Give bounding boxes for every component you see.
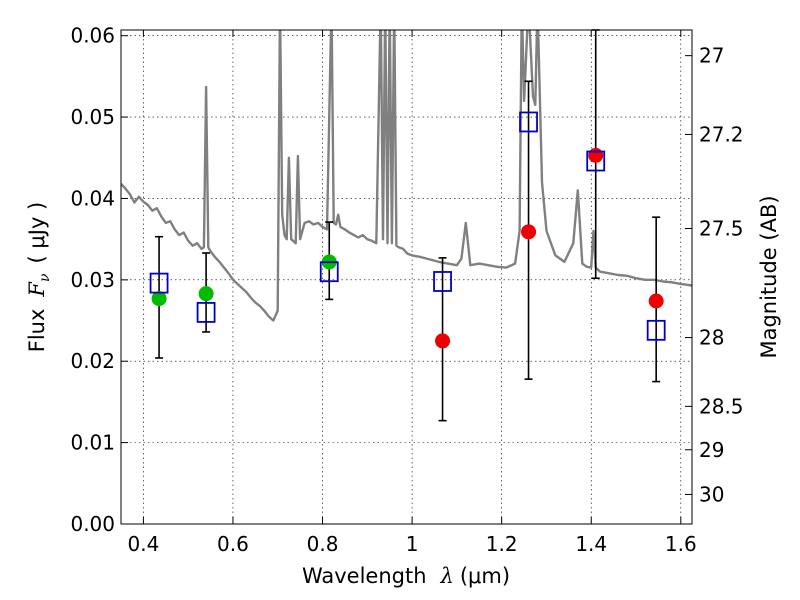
x-tick-label: 1.2 (486, 532, 518, 556)
observed-point (433, 271, 452, 292)
x-tick-label: 1.6 (665, 532, 697, 556)
y2-ticks: 27 27.2 27.5 28 28.5 29 30 (685, 44, 744, 506)
y2-tick-label: 28.5 (699, 394, 744, 418)
y-ticks: 0.00 0.01 0.02 0.03 0.04 0.05 0.06 (70, 24, 128, 536)
observed-point (196, 302, 216, 323)
model-point-green (151, 291, 167, 307)
observed-point (586, 150, 606, 172)
plot-frame (120, 29, 693, 525)
model-point-red (435, 333, 451, 349)
model-point-red (648, 293, 664, 309)
x-tick-label: 0.4 (127, 532, 159, 556)
x-tick-label: 1.4 (575, 532, 607, 556)
y2-tick-label: 27 (699, 44, 724, 68)
x-axis-unit: (μm) (460, 564, 510, 588)
x-ticks: 0.4 0.6 0.8 1 1.2 1.4 1.6 (127, 30, 697, 556)
model-point-green (198, 286, 214, 302)
y2-tick-label: 27.2 (699, 122, 744, 146)
y-tick-label: 0.05 (70, 105, 115, 129)
x-axis-symbol: λ (440, 564, 454, 588)
y2-tick-label: 27.5 (699, 216, 744, 240)
y-axis-label: Flux Fν ( μJy ) (25, 202, 53, 352)
y2-tick-label: 29 (699, 438, 724, 462)
observed-point (149, 272, 169, 294)
x-tick-label: 0.6 (217, 532, 249, 556)
y2-tick-label: 28 (699, 326, 724, 350)
x-axis-label: Wavelength λ (μm) (302, 564, 510, 588)
y-axis-symbol-sub: ν (37, 273, 53, 282)
y-tick-label: 0.00 (70, 512, 115, 536)
y-tick-label: 0.06 (70, 24, 115, 48)
y2-tick-label: 30 (699, 482, 724, 506)
x-axis-label-text: Wavelength (302, 564, 427, 588)
y-tick-label: 0.04 (70, 186, 115, 210)
observed-point (519, 111, 538, 133)
x-tick-label: 0.8 (307, 532, 339, 556)
y-tick-label: 0.03 (70, 268, 115, 292)
y-tick-label: 0.02 (70, 349, 115, 373)
y-axis-label-text: Flux (25, 309, 49, 353)
observed-point (646, 319, 666, 341)
y-tick-label: 0.01 (70, 431, 115, 455)
model-point-red (588, 147, 604, 163)
model-point-red (521, 224, 537, 240)
model-spectrum-line (121, 30, 692, 322)
series-layer (121, 30, 692, 322)
x-tick-label: 1 (406, 532, 419, 556)
y2-axis-label: Magnitude (AB) (757, 195, 781, 358)
y-axis-symbol: F (25, 281, 49, 298)
observed-point (319, 261, 339, 283)
y-axis-unit: ( μJy ) (25, 202, 49, 264)
